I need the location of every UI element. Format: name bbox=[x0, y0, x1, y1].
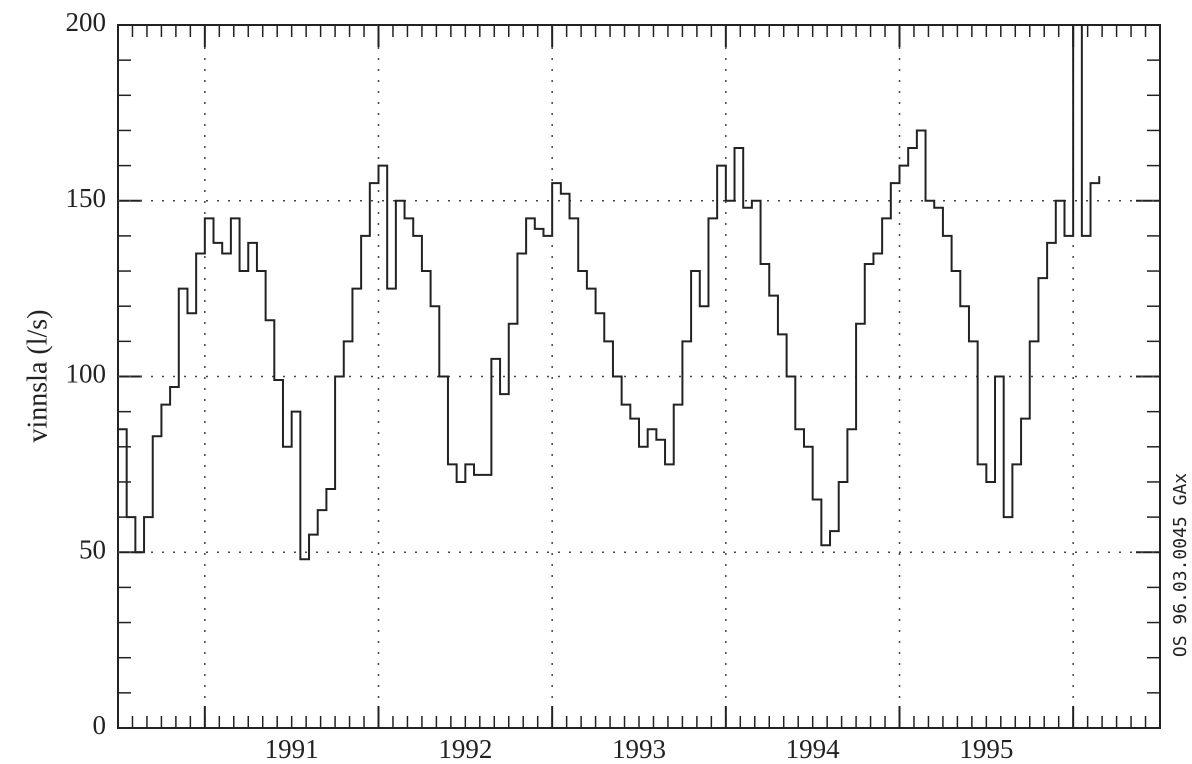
y-tick-label: 150 bbox=[66, 183, 107, 213]
x-tick-label: 1992 bbox=[438, 734, 492, 764]
y-axis-title: vinnsla (l/s) bbox=[22, 310, 53, 443]
x-tick-label: 1994 bbox=[786, 734, 841, 764]
y-tick-label: 200 bbox=[66, 7, 107, 37]
y-tick-label: 0 bbox=[93, 710, 107, 740]
x-tick-label: 1995 bbox=[959, 734, 1013, 764]
data-line bbox=[118, 24, 1101, 561]
annotation: OS 96.03.0045 GAx bbox=[1170, 473, 1191, 657]
x-tick-label: 1993 bbox=[612, 734, 666, 764]
y-tick-label: 50 bbox=[79, 534, 106, 564]
x-tick-label: 1991 bbox=[265, 734, 319, 764]
y-tick-label: 100 bbox=[66, 359, 107, 389]
